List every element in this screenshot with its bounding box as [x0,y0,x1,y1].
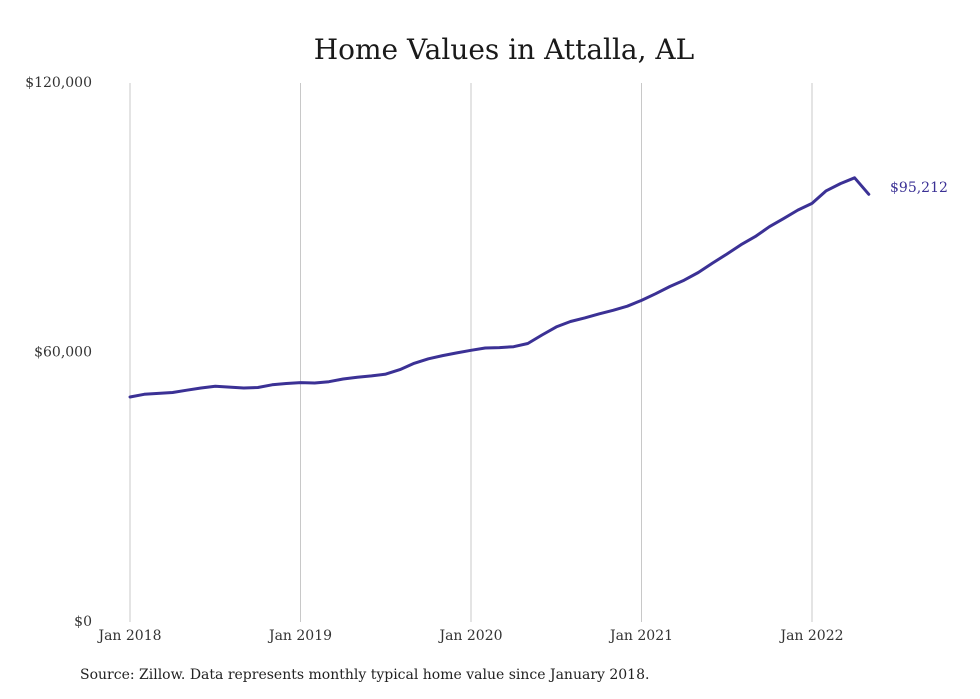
x-tick-label: Jan 2018 [96,628,161,644]
y-tick-label: $60,000 [34,345,92,361]
end-value-label: $95,212 [890,180,948,196]
x-tick-label: Jan 2019 [267,628,332,644]
y-tick-label: $0 [74,614,92,630]
chart-title: Home Values in Attalla, AL [314,33,695,66]
y-axis-ticks: $0 $60,000 $120,000 [25,75,92,630]
source-note: Source: Zillow. Data represents monthly … [80,667,650,683]
x-axis-ticks: Jan 2018 Jan 2019 Jan 2020 Jan 2021 Jan 2022 [96,628,843,644]
x-tick-label: Jan 2020 [437,628,502,644]
grid-lines [129,83,813,622]
x-tick-label: Jan 2022 [778,628,843,644]
series-line [128,176,871,399]
y-tick-label: $120,000 [25,75,92,91]
x-tick-label: Jan 2021 [608,628,673,644]
